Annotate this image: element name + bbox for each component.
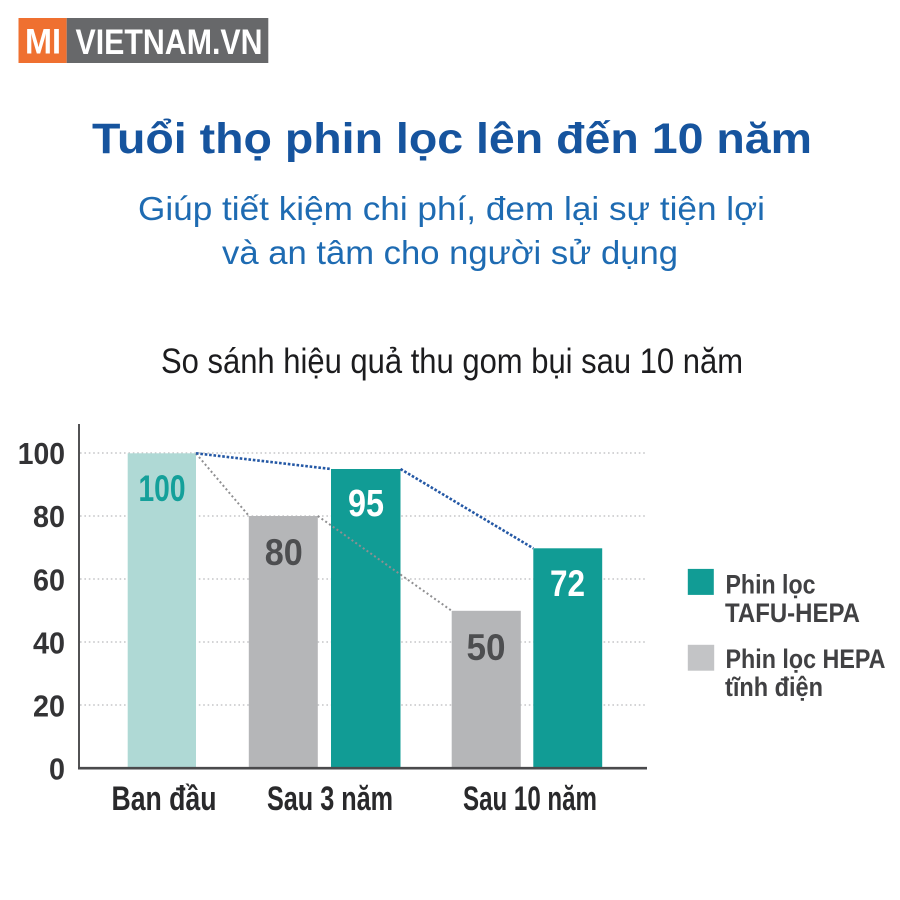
svg-text:Phin lọc: Phin lọc xyxy=(726,569,816,599)
svg-text:tĩnh điện: tĩnh điện xyxy=(725,672,823,702)
svg-text:Sau 10 năm: Sau 10 năm xyxy=(463,780,597,818)
svg-text:Ban đầu: Ban đầu xyxy=(112,780,217,818)
svg-text:80: 80 xyxy=(265,532,303,573)
svg-text:So sánh hiệu quả thu gom bụi s: So sánh hiệu quả thu gom bụi sau 10 năm xyxy=(161,342,743,381)
svg-text:Phin lọc HEPA: Phin lọc HEPA xyxy=(726,644,886,674)
svg-text:VIETNAM.VN: VIETNAM.VN xyxy=(76,22,263,62)
svg-text:MI: MI xyxy=(25,23,61,62)
svg-text:100: 100 xyxy=(139,468,186,509)
svg-text:0: 0 xyxy=(49,752,65,787)
svg-text:100: 100 xyxy=(18,436,65,471)
svg-text:Tuổi thọ phin lọc lên đến 10 n: Tuổi thọ phin lọc lên đến 10 năm xyxy=(92,115,812,163)
svg-text:60: 60 xyxy=(33,562,65,597)
svg-text:20: 20 xyxy=(33,689,65,724)
svg-text:và an tâm cho người sử dụng: và an tâm cho người sử dụng xyxy=(222,234,678,271)
svg-text:72: 72 xyxy=(550,563,585,604)
svg-text:TAFU-HEPA: TAFU-HEPA xyxy=(725,598,860,628)
svg-text:Sau 3 năm: Sau 3 năm xyxy=(267,780,393,818)
svg-text:80: 80 xyxy=(33,499,65,534)
svg-text:50: 50 xyxy=(467,627,506,668)
svg-text:40: 40 xyxy=(33,625,65,660)
svg-text:95: 95 xyxy=(348,483,384,525)
svg-text:Giúp tiết kiệm chi phí, đem lạ: Giúp tiết kiệm chi phí, đem lại sự tiện … xyxy=(138,190,765,227)
